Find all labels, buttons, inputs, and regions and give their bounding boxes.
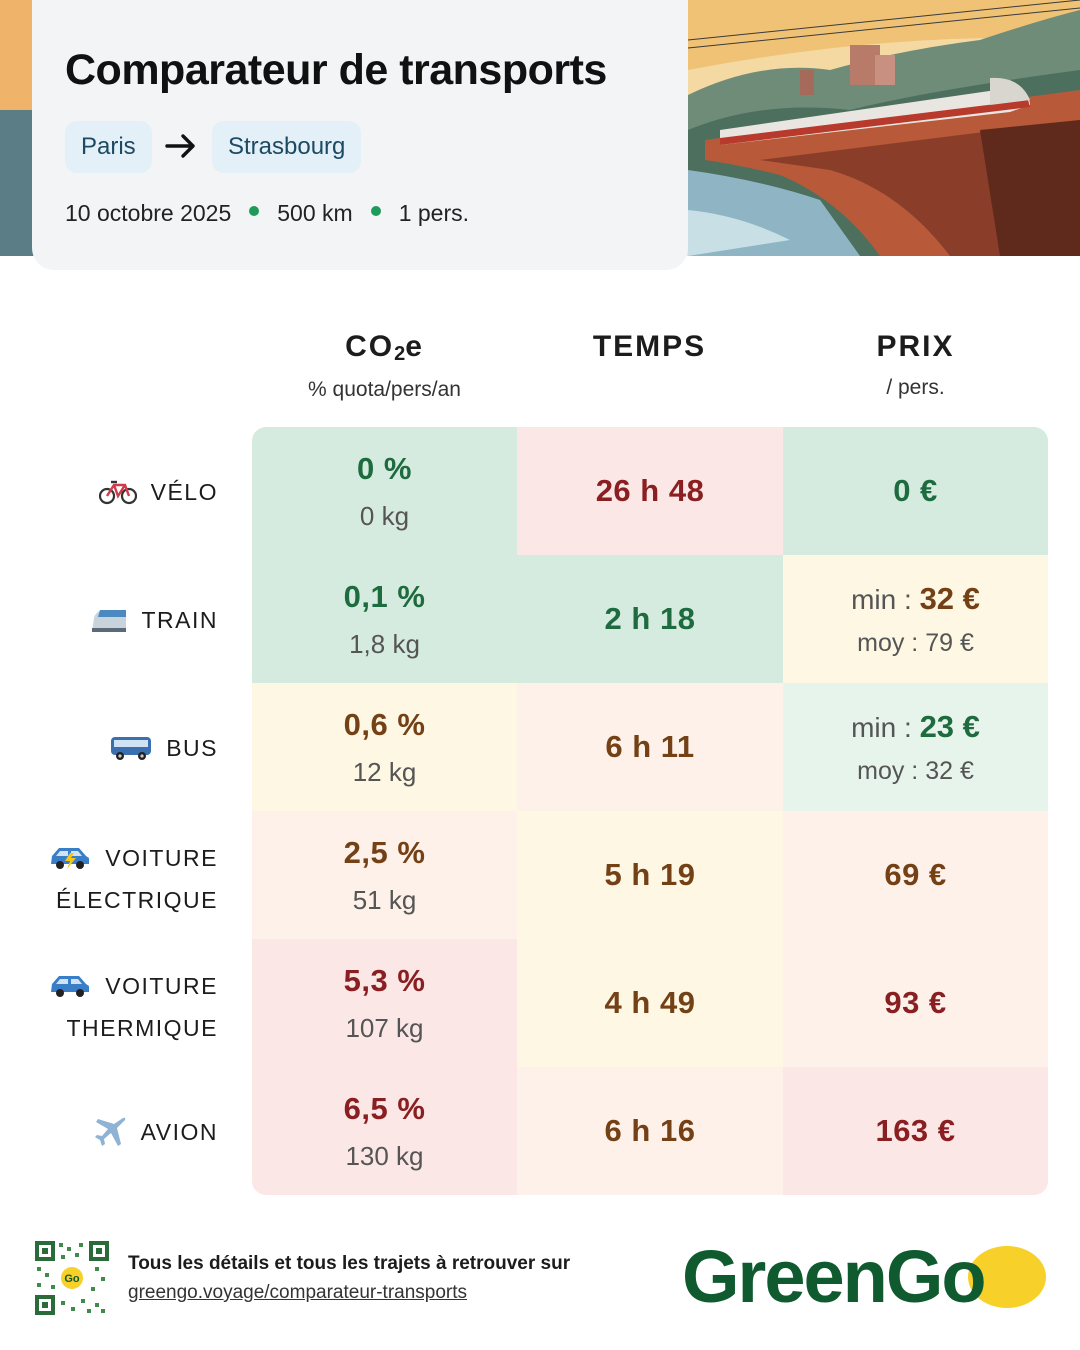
airplane-icon [94, 1117, 125, 1146]
car-icon [51, 976, 90, 997]
co2-kg: 130 kg [345, 1140, 424, 1171]
row-label-text: TRAIN [141, 606, 218, 633]
cell-price-voiture-electrique: 69 € [783, 811, 1048, 939]
train-icon [91, 610, 126, 632]
co2-kg: 1,8 kg [349, 628, 420, 659]
price-average: moy : 79 € [857, 628, 974, 657]
co2-percent: 6,5 % [343, 1090, 426, 1126]
row-label-text: BUS [166, 734, 218, 761]
row-label-text: THERMIQUE [66, 1014, 218, 1041]
cell-price-train: min : 32 € moy : 79 € [783, 555, 1048, 683]
price: 163 € [875, 1113, 956, 1148]
logo-sun-icon [968, 1246, 1046, 1308]
cell-co2-voiture-thermique: 5,3 % 107 kg [252, 939, 517, 1067]
row-label-text: AVION [140, 1118, 218, 1145]
price-min-value: 23 € [919, 708, 980, 744]
column-header-price: PRIX / pers. [783, 330, 1048, 400]
trip-date: 10 octobre 2025 [65, 200, 232, 226]
cell-time-voiture-electrique: 5 h 19 [517, 811, 783, 939]
row-label-text: VOITURE [105, 844, 218, 871]
price-min-label: min : [851, 583, 920, 615]
cell-price-bus: min : 23 € moy : 32 € [783, 683, 1048, 811]
cell-co2-bus: 0,6 % 12 kg [252, 683, 517, 811]
trip-persons: 1 pers. [398, 200, 470, 226]
cell-price-velo: 0 € [783, 427, 1048, 555]
co2-percent: 0 % [357, 450, 412, 486]
row-label-text: VOITURE [105, 972, 218, 999]
travel-time: 4 h 49 [604, 985, 696, 1020]
separator-dot [249, 205, 260, 216]
price-min: min : 23 € [851, 709, 980, 745]
co2-kg: 107 kg [345, 1012, 424, 1043]
row-label-text: ÉLECTRIQUE [56, 886, 218, 913]
row-label-voiture-thermique: VOITURE THERMIQUE [49, 965, 218, 1049]
price-min-label: min : [851, 711, 920, 743]
cell-time-train: 2 h 18 [517, 555, 783, 683]
row-label-train: TRAIN [90, 599, 219, 641]
electric-car-icon [51, 848, 90, 869]
travel-time: 2 h 18 [604, 601, 696, 636]
co2-percent: 0,6 % [343, 706, 426, 742]
travel-time: 6 h 11 [605, 729, 695, 764]
co2-title: CO [345, 330, 395, 363]
price: 69 € [884, 857, 947, 892]
co2-kg: 12 kg [352, 756, 417, 787]
co2-percent: 2,5 % [343, 834, 426, 870]
co2-percent: 5,3 % [343, 962, 426, 998]
travel-time: 6 h 16 [604, 1113, 696, 1148]
travel-time: 26 h 48 [595, 473, 705, 508]
price-title: PRIX [876, 330, 955, 363]
price-min: min : 32 € [851, 581, 980, 617]
price: 0 € [893, 473, 938, 508]
row-label-text: VÉLO [150, 478, 218, 505]
cell-time-bus: 6 h 11 [517, 683, 783, 811]
co2-percent: 0,1 % [343, 578, 426, 614]
separator-dot [370, 205, 381, 216]
row-label-bus: BUS [110, 727, 218, 769]
cell-price-voiture-thermique: 93 € [783, 939, 1048, 1067]
co2-kg: 51 kg [352, 884, 417, 915]
bicycle-icon [98, 480, 137, 505]
co2-title-end: e [405, 330, 424, 363]
cell-co2-voiture-electrique: 2,5 % 51 kg [252, 811, 517, 939]
price: 93 € [884, 985, 947, 1020]
co2-title-subscript: 2 [394, 343, 406, 365]
price-subtitle: / pers. [886, 376, 945, 399]
cell-time-velo: 26 h 48 [517, 427, 783, 555]
column-header-co2: CO2e % quota/pers/an [252, 330, 517, 402]
destination-chip: Strasbourg [212, 121, 362, 173]
page-title: Comparateur de transports [65, 46, 607, 94]
footer-link[interactable]: greengo.voyage/comparateur-transports [128, 1282, 468, 1303]
co2-subtitle: % quota/pers/an [308, 378, 461, 401]
price-min-value: 32 € [919, 580, 980, 616]
price-average: moy : 32 € [857, 756, 974, 785]
trip-distance: 500 km [277, 200, 353, 226]
time-title: TEMPS [592, 330, 707, 363]
greengo-logo: GreenGo [682, 1235, 987, 1318]
column-header-time: TEMPS [517, 330, 782, 364]
arrow-right-icon [165, 134, 195, 158]
footer-text: Tous les détails et tous les trajets à r… [128, 1253, 571, 1274]
cell-time-voiture-thermique: 4 h 49 [517, 939, 783, 1067]
qr-code[interactable]: Go [35, 1241, 109, 1315]
cell-co2-velo: 0 % 0 kg [252, 427, 517, 555]
origin-chip: Paris [65, 121, 152, 173]
comparison-table: 0 % 0 kg 26 h 48 0 € 0,1 % 1,8 kg 2 h 18… [252, 427, 1048, 1195]
row-label-avion: AVION [93, 1111, 218, 1153]
cell-time-avion: 6 h 16 [517, 1067, 783, 1195]
qr-logo-text: Go [64, 1273, 80, 1285]
row-label-voiture-electrique: VOITURE ÉLECTRIQUE [49, 837, 218, 921]
trip-meta: 10 octobre 2025 500 km 1 pers. [65, 200, 469, 227]
co2-kg: 0 kg [359, 500, 410, 531]
cell-co2-avion: 6,5 % 130 kg [252, 1067, 517, 1195]
cell-price-avion: 163 € [783, 1067, 1048, 1195]
row-label-velo: VÉLO [98, 471, 218, 513]
cell-co2-train: 0,1 % 1,8 kg [252, 555, 517, 683]
travel-time: 5 h 19 [604, 857, 696, 892]
bus-icon [111, 737, 152, 760]
